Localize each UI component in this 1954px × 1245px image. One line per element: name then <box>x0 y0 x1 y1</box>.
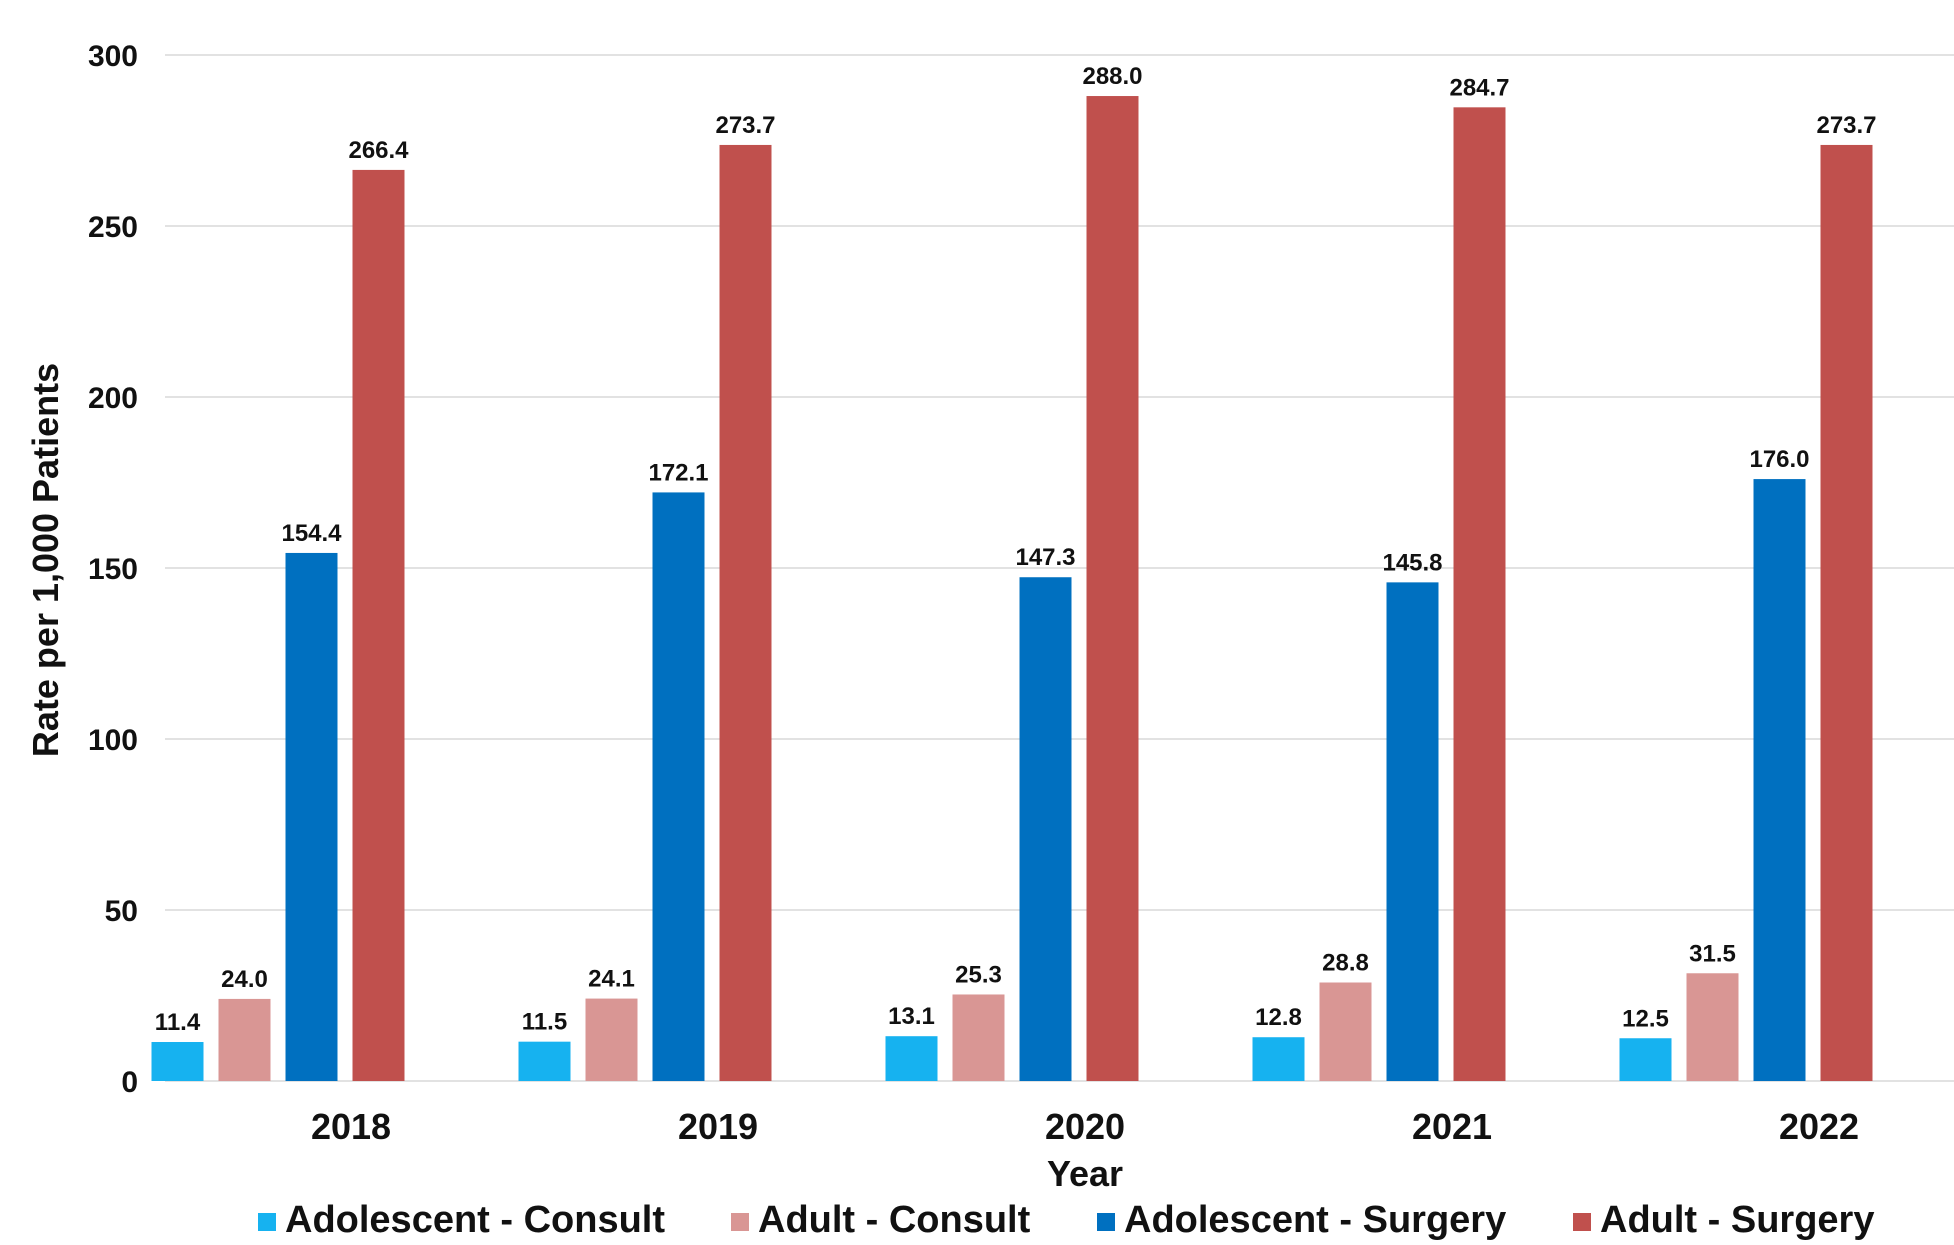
bar <box>1252 1037 1305 1081</box>
data-label: 145.8 <box>1382 549 1442 576</box>
legend-swatch <box>258 1213 276 1231</box>
bar <box>719 144 772 1082</box>
y-tick-label: 0 <box>121 1066 138 1099</box>
bar <box>1820 144 1873 1082</box>
data-label: 288.0 <box>1082 63 1142 90</box>
data-label: 266.4 <box>348 137 409 164</box>
x-axis-title: Year <box>1047 1153 1123 1194</box>
bar <box>652 492 705 1082</box>
bar <box>1619 1038 1672 1081</box>
legend-swatch <box>731 1213 749 1231</box>
legend-label: Adolescent - Surgery <box>1124 1199 1506 1240</box>
legend-swatch <box>1097 1213 1115 1231</box>
data-label: 11.5 <box>522 1009 567 1036</box>
data-label: 147.3 <box>1015 544 1075 571</box>
legend: Adolescent - Consult Adult - Consult Adole… <box>258 1199 1874 1241</box>
legend-label: Adolescent - Consult <box>285 1199 665 1240</box>
data-label: 24.1 <box>588 966 635 993</box>
x-tick-label: 2019 <box>678 1106 758 1147</box>
x-tick-label: 2022 <box>1779 1106 1859 1147</box>
bar <box>1686 973 1739 1081</box>
bar <box>1086 96 1139 1082</box>
data-label: 13.1 <box>888 1003 935 1030</box>
y-tick-label: 200 <box>88 382 138 415</box>
data-label: 273.7 <box>715 112 775 139</box>
data-label: 154.4 <box>281 520 342 547</box>
data-label: 12.8 <box>1255 1004 1302 1031</box>
y-tick-label: 150 <box>88 553 138 586</box>
data-label: 28.8 <box>1322 950 1369 977</box>
data-label: 11.4 <box>155 1009 201 1036</box>
y-axis-ticks: 0 50 100 150 200 250 300 <box>88 40 138 1099</box>
y-tick-label: 250 <box>88 211 138 244</box>
legend-swatch <box>1573 1213 1591 1231</box>
y-axis-title: Rate per 1,000 Patients <box>25 363 66 757</box>
data-labels: 11.4 24.0 154.4 266.4 11.5 24.1 172.1 273.7 13.1… <box>155 63 1877 1036</box>
bar <box>1753 479 1806 1082</box>
data-label: 284.7 <box>1449 74 1509 101</box>
y-tick-label: 100 <box>88 724 138 757</box>
x-tick-label: 2021 <box>1412 1106 1492 1147</box>
legend-label: Adult - Consult <box>758 1199 1031 1240</box>
bar <box>352 169 405 1082</box>
bar <box>218 998 271 1081</box>
y-tick-label: 50 <box>105 895 138 928</box>
data-label: 172.1 <box>648 459 708 486</box>
bars <box>151 96 1873 1082</box>
bar <box>952 994 1005 1081</box>
data-label: 31.5 <box>1689 940 1736 967</box>
x-axis-ticks: 2018 2019 2020 2021 2022 <box>311 1106 1859 1147</box>
x-tick-label: 2020 <box>1045 1106 1125 1147</box>
bar <box>585 998 638 1081</box>
data-label: 12.5 <box>1622 1005 1669 1032</box>
bar <box>151 1042 204 1081</box>
data-label: 25.3 <box>955 961 1002 988</box>
legend-label: Adult - Surgery <box>1600 1199 1874 1240</box>
bar <box>1319 982 1372 1081</box>
x-tick-label: 2018 <box>311 1106 391 1147</box>
data-label: 273.7 <box>1816 112 1876 139</box>
bar <box>518 1041 571 1081</box>
data-label: 24.0 <box>221 966 268 993</box>
bar <box>1019 577 1072 1081</box>
bar <box>285 552 338 1081</box>
data-label: 176.0 <box>1749 446 1809 473</box>
bar <box>885 1036 938 1081</box>
bar <box>1453 107 1506 1082</box>
bar <box>1386 582 1439 1081</box>
y-tick-label: 300 <box>88 40 138 73</box>
